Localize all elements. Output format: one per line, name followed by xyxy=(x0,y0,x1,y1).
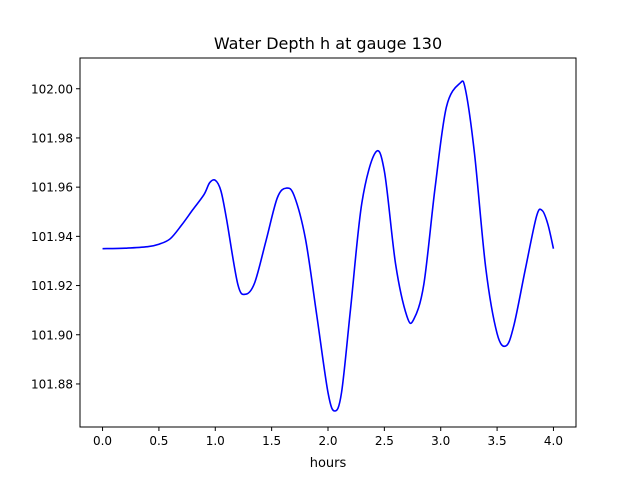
chart-title: Water Depth h at gauge 130 xyxy=(214,34,442,53)
y-tick-label: 101.92 xyxy=(31,279,73,293)
plot-area xyxy=(102,80,555,412)
x-tick-label: 1.0 xyxy=(206,434,225,448)
x-tick-label: 2.0 xyxy=(318,434,337,448)
x-tick-label: 0.5 xyxy=(149,434,168,448)
series-line xyxy=(102,80,555,412)
y-tick-label: 101.90 xyxy=(31,328,73,342)
y-tick-label: 101.96 xyxy=(31,181,73,195)
y-tick-label: 101.94 xyxy=(31,230,73,244)
y-tick-label: 101.88 xyxy=(31,377,73,391)
x-tick-label: 0.0 xyxy=(93,434,112,448)
x-tick-label: 4.0 xyxy=(544,434,563,448)
y-axis-ticks: 101.88 101.90 101.92 101.94 101.96 101.98 102.… xyxy=(31,82,80,391)
x-tick-label: 2.5 xyxy=(375,434,394,448)
x-tick-label: 3.0 xyxy=(431,434,450,448)
x-tick-label: 1.5 xyxy=(262,434,281,448)
x-axis-ticks: 0.0 0.5 1.0 1.5 2.0 2.5 3.0 3.5 4.0 xyxy=(93,427,563,448)
x-axis-label: hours xyxy=(310,456,347,471)
x-tick-label: 3.5 xyxy=(488,434,507,448)
y-tick-label: 101.98 xyxy=(31,131,73,145)
y-tick-label: 102.00 xyxy=(31,82,73,96)
